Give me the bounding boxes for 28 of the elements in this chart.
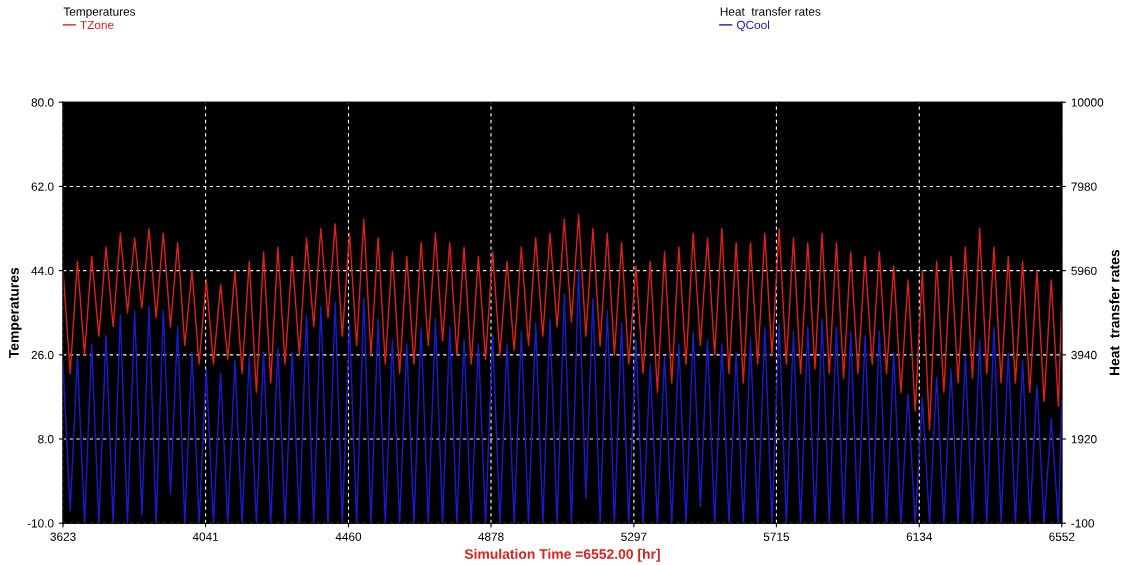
y2-tick-label: 5960 bbox=[1071, 266, 1097, 276]
x-tick-label: 3623 bbox=[50, 532, 76, 541]
y2-tick-label: 10000 bbox=[1071, 98, 1104, 107]
legend-label: TZone bbox=[80, 20, 114, 30]
text: Heat transfer rates bbox=[720, 7, 821, 16]
text: Temperatures bbox=[63, 7, 136, 19]
y2-axis-title: Heat transfer rates bbox=[1109, 249, 1120, 376]
x-axis-title: Simulation Time =6552.00 [hr] bbox=[464, 548, 660, 562]
y-tick-label: 26.0 bbox=[31, 350, 54, 360]
y-tick-label: 80.0 bbox=[31, 98, 54, 107]
y-tick-label: 62.0 bbox=[31, 182, 54, 191]
x-tick-label: 6134 bbox=[906, 532, 933, 541]
x-tick-label: 5297 bbox=[621, 532, 647, 541]
line-series bbox=[63, 213, 1062, 431]
y-tick-label: 8.0 bbox=[38, 435, 54, 444]
y2-tick-label: 3940 bbox=[1071, 350, 1097, 360]
y-tick-label: -10.0 bbox=[27, 519, 54, 528]
y2-tick-label: -100 bbox=[1071, 519, 1095, 528]
x-tick-label: 4460 bbox=[335, 532, 362, 541]
y2-tick-label: 1920 bbox=[1071, 435, 1097, 444]
x-tick-label: 6552 bbox=[1049, 532, 1075, 541]
legend-label: QCool bbox=[736, 20, 770, 32]
x-tick-label: 5715 bbox=[763, 532, 790, 541]
y2-tick-label: 7980 bbox=[1071, 182, 1097, 191]
y-tick-label: 44.0 bbox=[31, 266, 54, 276]
x-tick-label: 4041 bbox=[192, 532, 219, 541]
x-tick-label: 4878 bbox=[478, 532, 504, 541]
y-axis-title: Temperatures bbox=[9, 267, 22, 358]
